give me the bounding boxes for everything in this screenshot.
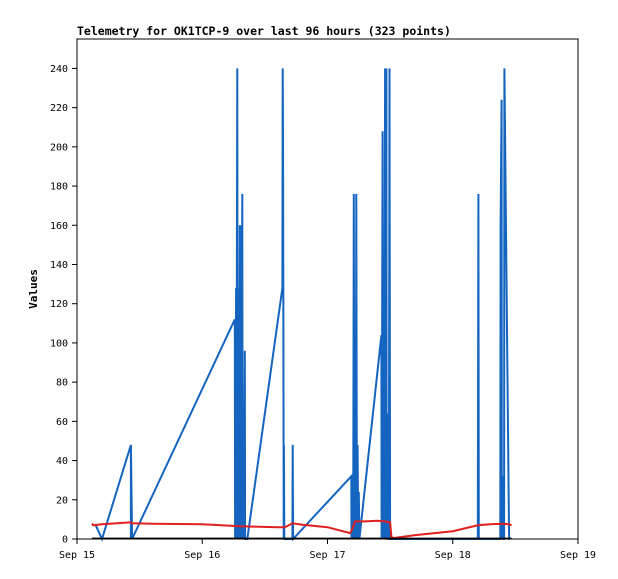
- y-tick-label-0: 0: [62, 535, 68, 546]
- y-tick-label-80: 80: [56, 378, 68, 389]
- series-line-2: [91, 519, 512, 540]
- y-tick-label-40: 40: [56, 456, 68, 467]
- x-tick-label-2: Sep 17: [309, 550, 345, 561]
- y-tick-label-220: 220: [50, 103, 68, 114]
- y-tick-label-100: 100: [50, 338, 68, 349]
- plot-frame: [76, 38, 579, 540]
- y-tick-label-140: 140: [50, 260, 68, 271]
- x-tick-label-4: Sep 19: [560, 550, 596, 561]
- x-tick-label-1: Sep 16: [184, 550, 220, 561]
- y-tick-label-200: 200: [50, 142, 68, 153]
- x-tick-label-0: Sep 15: [59, 550, 95, 561]
- y-tick-label-180: 180: [50, 182, 68, 193]
- axis-layer: 0 20 40 60 80 100 120 140 160 180 200 220 240 Sep 15 S…: [50, 38, 596, 561]
- series-line-1: [94, 68, 511, 542]
- y-tick-label-160: 160: [50, 221, 68, 232]
- y-axis-label: Values: [27, 269, 40, 309]
- chart-title: Telemetry for OK1TCP-9 over last 96 hour…: [77, 24, 451, 38]
- y-tick-label-240: 240: [50, 64, 68, 75]
- y-tick-label-120: 120: [50, 299, 68, 310]
- series-layer: [91, 68, 512, 542]
- x-tick-label-3: Sep 18: [435, 550, 471, 561]
- y-tick-label-60: 60: [56, 417, 68, 428]
- y-tick-label-20: 20: [56, 495, 68, 506]
